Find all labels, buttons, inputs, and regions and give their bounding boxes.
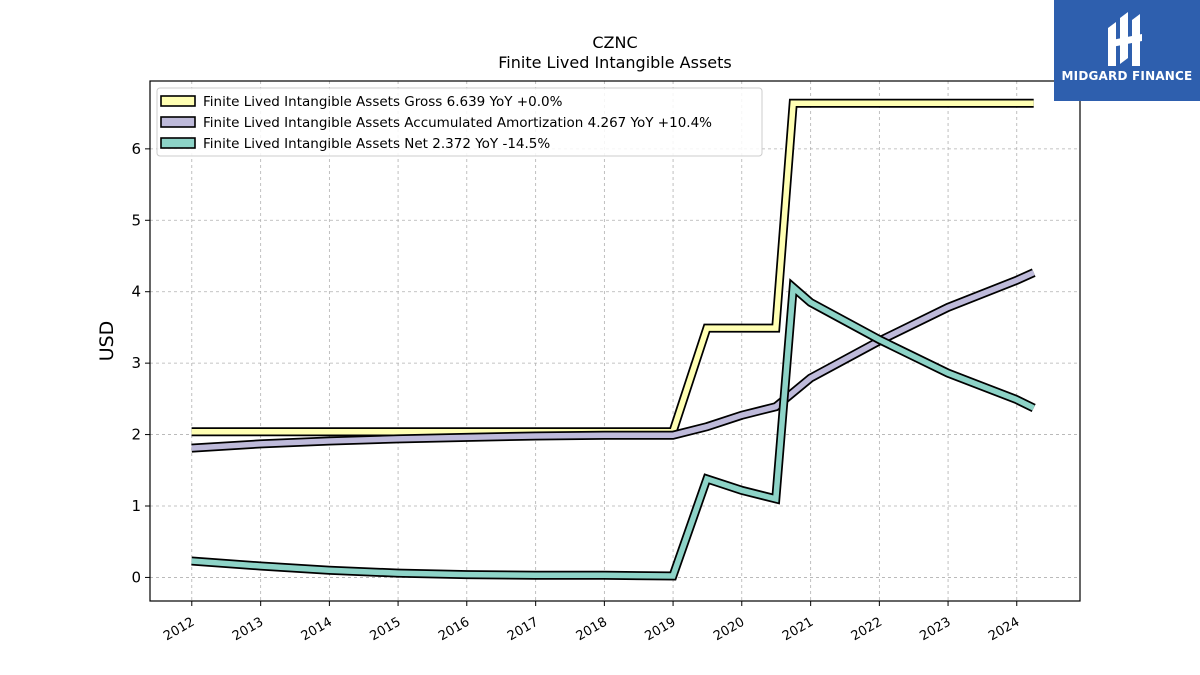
series-line — [191, 278, 1036, 581]
x-tick-label: 2020 — [711, 615, 747, 645]
x-tick-label: 2023 — [917, 615, 953, 645]
x-tick-label: 2019 — [642, 615, 678, 645]
series-line-core — [191, 281, 1035, 579]
y-tick-label: 1 — [131, 497, 141, 515]
legend-swatch — [160, 116, 196, 128]
y-tick-label: 3 — [131, 354, 141, 372]
chart-title-group: CZNC Finite Lived Intangible Assets — [498, 33, 731, 72]
plot-frame — [149, 80, 1081, 602]
legend-swatch — [160, 137, 196, 149]
legend: Finite Lived Intangible Assets Gross 6.6… — [156, 87, 763, 157]
y-tick-label: 5 — [131, 211, 141, 229]
chart-subtitle: Finite Lived Intangible Assets — [498, 53, 731, 72]
legend-label: Finite Lived Intangible Assets Gross 6.6… — [203, 94, 563, 110]
x-tick-label: 2014 — [299, 615, 335, 645]
chart-title: CZNC — [592, 33, 637, 52]
y-tick-label: 6 — [131, 140, 141, 158]
grid-layer — [150, 81, 1080, 601]
x-tick-label: 2021 — [780, 615, 816, 645]
legend-entry: Finite Lived Intangible Assets Net 2.372… — [160, 136, 550, 152]
midgard-finance-logo: MIDGARD FINANCE — [1054, 0, 1200, 101]
x-tick-label: 2022 — [849, 615, 885, 645]
legend-swatch — [160, 95, 196, 107]
y-tick-label: 2 — [131, 426, 141, 444]
x-tick-label: 2018 — [574, 615, 610, 645]
midgard-logo-icon — [1108, 12, 1142, 66]
legend-entry: Finite Lived Intangible Assets Gross 6.6… — [160, 94, 563, 110]
legend-entry: Finite Lived Intangible Assets Accumulat… — [160, 115, 712, 131]
legend-label: Finite Lived Intangible Assets Accumulat… — [203, 115, 712, 131]
x-tick-label: 2016 — [436, 615, 472, 645]
x-tick-label: 2012 — [161, 615, 197, 645]
series-line — [191, 268, 1036, 453]
y-axis-label: USD — [96, 321, 118, 362]
series-line-outline — [191, 268, 1036, 453]
legend-box — [156, 87, 763, 157]
x-tick-label: 2013 — [230, 615, 266, 645]
y-tick-label: 0 — [131, 568, 141, 586]
x-tick-label: 2017 — [505, 615, 541, 645]
x-tick-label: 2024 — [986, 615, 1022, 645]
logo-text: MIDGARD FINANCE — [1061, 69, 1193, 83]
series-line-core — [191, 270, 1035, 451]
x-tick-label: 2015 — [367, 615, 403, 645]
y-tick-label: 4 — [131, 283, 141, 301]
series-layer — [191, 98, 1036, 581]
legend-label: Finite Lived Intangible Assets Net 2.372… — [203, 136, 550, 152]
